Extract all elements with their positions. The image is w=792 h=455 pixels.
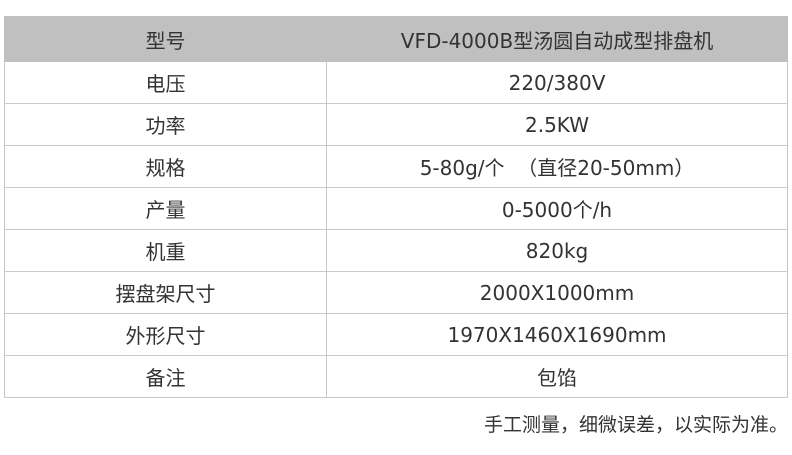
table-header-row: 型号 VFD-4000B型汤圆自动成型排盘机	[4, 16, 788, 62]
row-key: 外形尺寸	[4, 313, 327, 356]
row-value: 2000X1000mm	[326, 271, 788, 314]
row-key: 规格	[4, 145, 327, 188]
header-value: VFD-4000B型汤圆自动成型排盘机	[326, 16, 788, 62]
row-value: 0-5000个/h	[326, 187, 788, 230]
row-value: 1970X1460X1690mm	[326, 313, 788, 356]
spec-table: 型号 VFD-4000B型汤圆自动成型排盘机 电压 220/380V 功率 2.5K…	[4, 16, 788, 398]
row-value: 220/380V	[326, 61, 788, 104]
header-key: 型号	[4, 16, 327, 62]
table-row: 产量 0-5000个/h	[4, 187, 788, 230]
row-key: 摆盘架尺寸	[4, 271, 327, 314]
table-row: 备注 包馅	[4, 355, 788, 398]
table-row: 机重 820kg	[4, 229, 788, 272]
row-value: 820kg	[326, 229, 788, 272]
table-row: 规格 5-80g/个 （直径20-50mm）	[4, 145, 788, 188]
row-value: 包馅	[326, 355, 788, 398]
table-row: 功率 2.5KW	[4, 103, 788, 146]
row-value: 5-80g/个 （直径20-50mm）	[326, 145, 788, 188]
row-key: 功率	[4, 103, 327, 146]
row-key: 产量	[4, 187, 327, 230]
table-row: 外形尺寸 1970X1460X1690mm	[4, 313, 788, 356]
table-row: 摆盘架尺寸 2000X1000mm	[4, 271, 788, 314]
row-key: 备注	[4, 355, 327, 398]
row-key: 电压	[4, 61, 327, 104]
table-row: 电压 220/380V	[4, 61, 788, 104]
row-value: 2.5KW	[326, 103, 788, 146]
measurement-note: 手工测量，细微误差，以实际为准。	[483, 414, 788, 436]
row-key: 机重	[4, 229, 327, 272]
